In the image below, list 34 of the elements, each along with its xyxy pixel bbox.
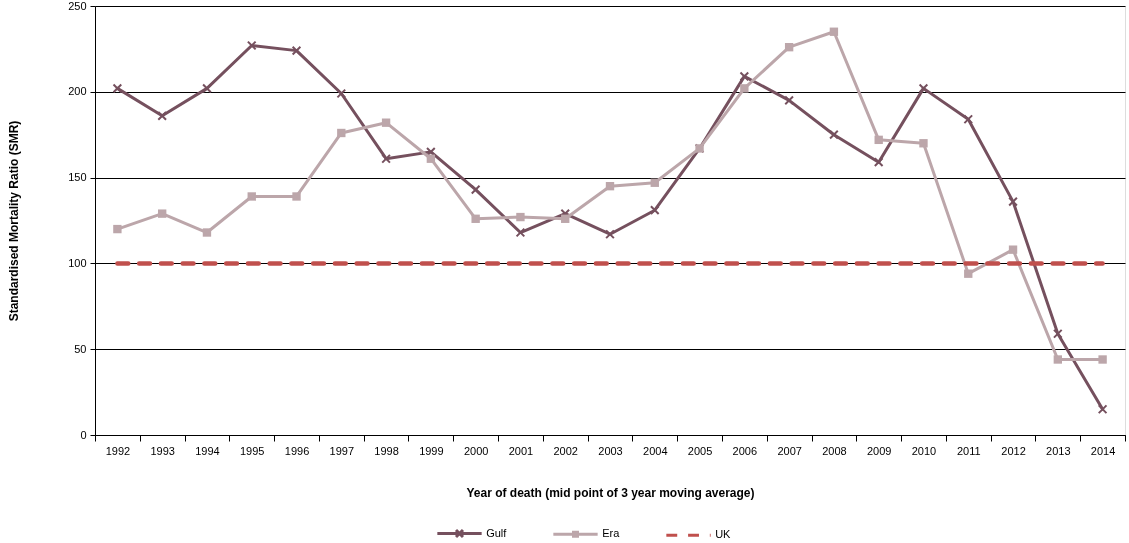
x-tick-label: 2011 (956, 444, 981, 457)
x-tick-label: 2000 (463, 444, 489, 457)
x-tick-label: 2002 (553, 444, 578, 457)
x-tick-label: 1997 (329, 444, 355, 457)
x-tick-label: 2013 (1046, 444, 1071, 457)
x-tick-label: 2006 (732, 444, 758, 457)
y-tick-label: 0 (80, 428, 87, 441)
x-tick-label: 1996 (284, 444, 310, 457)
x-tick-label: 1992 (105, 444, 131, 457)
y-tick-label: 250 (68, 0, 87, 12)
y-tick-label: 50 (74, 342, 87, 355)
x-tick-label: 2005 (687, 444, 713, 457)
x-tick-label: 2001 (508, 444, 534, 457)
legend-label: UK (715, 528, 732, 541)
x-tick-label: 2008 (822, 444, 847, 457)
x-tick-label: 1998 (374, 444, 399, 457)
x-tick-label: 2010 (911, 444, 937, 457)
x-tick-label: 2007 (777, 444, 802, 457)
y-tick-label: 150 (68, 171, 87, 184)
x-tick-label: 2004 (643, 444, 668, 457)
x-tick-label: 1995 (240, 444, 265, 457)
x-tick-label: 1999 (419, 444, 444, 457)
x-tick-label: 1994 (195, 444, 220, 457)
x-tick-label: 2009 (866, 444, 892, 457)
x-tick-label: 2003 (598, 444, 623, 457)
y-tick-label: 200 (68, 85, 87, 98)
x-axis-title: Year of death (mid point of 3 year moving average) (466, 485, 755, 500)
x-tick-label: 1993 (150, 444, 175, 457)
y-axis-title: Standardised Mortality Ratio (SMR) (7, 120, 22, 322)
x-tick-label: 2012 (1001, 444, 1026, 457)
legend-label: Gulf (486, 526, 508, 539)
x-tick-label: 2014 (1090, 444, 1116, 457)
y-tick-label: 100 (68, 256, 87, 269)
legend-label: Era (602, 527, 621, 540)
